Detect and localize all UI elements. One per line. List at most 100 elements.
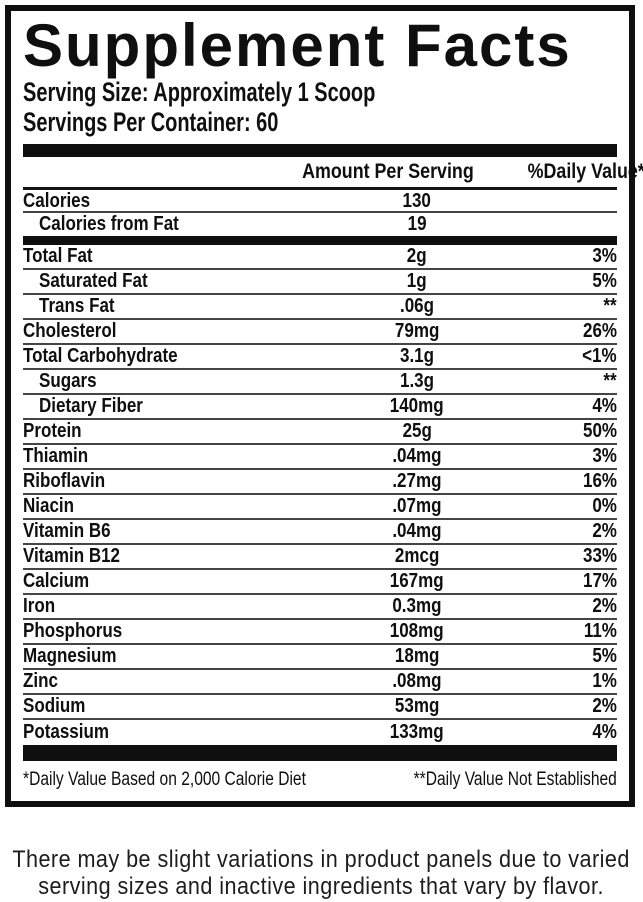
footnote-not-established: **Daily Value Not Established xyxy=(413,769,617,791)
table-header-row: Amount Per Serving %Daily Value* xyxy=(23,157,643,191)
nutrient-amount-cell: .04mg xyxy=(327,520,507,543)
nutrient-dv-cell: 4% xyxy=(507,721,617,744)
nutrient-daily-value: <1% xyxy=(582,345,617,368)
nutrient-name: Total Fat xyxy=(23,245,93,268)
nutrient-name-cell: Trans Fat xyxy=(23,295,327,318)
nutrient-amount-cell: .07mg xyxy=(327,495,507,518)
nutrient-dv-cell: 3% xyxy=(507,445,617,468)
nutrient-amount: .27mg xyxy=(392,470,442,493)
nutrient-rows-section: Total Fat 2g 3% Saturated Fat 1g 5% Tran… xyxy=(23,245,617,745)
nutrient-amount-cell: 0.3mg xyxy=(327,595,507,618)
nutrient-dv-cell: 16% xyxy=(507,470,617,493)
nutrient-amount-cell: 130 xyxy=(327,190,507,213)
calorie-rows-section: Calories 130 Calories from Fat 19 xyxy=(23,190,617,236)
nutrient-dv-cell: 0% xyxy=(507,495,617,518)
header-dv-cell: %Daily Value* xyxy=(507,160,643,184)
table-row: Niacin .07mg 0% xyxy=(23,495,617,521)
nutrient-dv-cell xyxy=(507,190,617,213)
nutrient-name: Riboflavin xyxy=(23,470,106,493)
nutrient-amount: 18mg xyxy=(394,645,440,668)
serving-size-line: Serving Size: Approximately 1 Scoop xyxy=(23,77,617,107)
nutrient-dv-cell: 3% xyxy=(507,245,617,268)
nutrient-amount: 140mg xyxy=(390,395,444,418)
nutrient-name: Calories from Fat xyxy=(39,213,179,236)
column-header-amount: Amount Per Serving xyxy=(302,160,474,184)
table-row: Vitamin B12 2mcg 33% xyxy=(23,545,617,571)
nutrient-name-cell: Dietary Fiber xyxy=(23,395,327,418)
nutrient-name: Protein xyxy=(23,420,82,443)
nutrient-daily-value: 3% xyxy=(592,245,617,268)
nutrient-dv-cell: 2% xyxy=(507,520,617,543)
nutrient-amount: 133mg xyxy=(390,721,444,744)
disclaimer-text-inner: There may be slight variations in produc… xyxy=(12,846,631,900)
nutrient-amount: 79mg xyxy=(394,320,440,343)
nutrient-daily-value: 26% xyxy=(582,320,617,343)
serving-size-text: Serving Size: Approximately 1 Scoop xyxy=(23,77,376,108)
nutrient-amount: 25g xyxy=(402,420,432,443)
nutrient-name: Magnesium xyxy=(23,645,117,668)
nutrient-daily-value: 4% xyxy=(592,395,617,418)
nutrient-daily-value: 50% xyxy=(582,420,617,443)
nutrient-amount-cell: 25g xyxy=(327,420,507,443)
nutrient-amount: .07mg xyxy=(392,495,442,518)
nutrient-daily-value: 4% xyxy=(592,721,617,744)
nutrient-name-cell: Potassium xyxy=(23,721,327,744)
nutrient-name: Thiamin xyxy=(23,445,89,468)
nutrient-dv-cell: 11% xyxy=(507,620,617,643)
nutrient-name-cell: Iron xyxy=(23,595,327,618)
nutrient-amount-cell: 167mg xyxy=(327,570,507,593)
table-row: Calories 130 xyxy=(23,190,617,214)
table-row: Trans Fat .06g ** xyxy=(23,295,617,321)
nutrient-amount: .04mg xyxy=(392,445,442,468)
nutrient-name-cell: Sugars xyxy=(23,370,327,393)
table-row: Total Fat 2g 3% xyxy=(23,245,617,271)
nutrient-daily-value: 2% xyxy=(592,520,617,543)
nutrient-amount-cell: 53mg xyxy=(327,695,507,718)
nutrient-name-cell: Total Carbohydrate xyxy=(23,345,327,368)
nutrient-name-cell: Calories from Fat xyxy=(23,213,327,236)
nutrient-name-cell: Phosphorus xyxy=(23,620,327,643)
nutrient-name: Calories xyxy=(23,190,91,213)
nutrient-dv-cell: <1% xyxy=(507,345,617,368)
table-row: Magnesium 18mg 5% xyxy=(23,645,617,671)
nutrient-dv-cell: 33% xyxy=(507,545,617,568)
nutrient-name-cell: Vitamin B12 xyxy=(23,545,327,568)
table-row: Protein 25g 50% xyxy=(23,420,617,446)
table-row: Saturated Fat 1g 5% xyxy=(23,270,617,296)
nutrient-amount-cell: 3.1g xyxy=(327,345,507,368)
nutrient-amount-cell: .27mg xyxy=(327,470,507,493)
nutrient-dv-cell: 2% xyxy=(507,595,617,618)
nutrient-dv-cell xyxy=(507,213,617,236)
nutrient-daily-value: 3% xyxy=(592,445,617,468)
nutrient-amount-cell: 18mg xyxy=(327,645,507,668)
nutrient-name-cell: Calories xyxy=(23,190,327,213)
nutrient-dv-cell: 4% xyxy=(507,395,617,418)
nutrient-amount-cell: 79mg xyxy=(327,320,507,343)
table-row: Cholesterol 79mg 26% xyxy=(23,320,617,346)
nutrient-name-cell: Sodium xyxy=(23,695,327,718)
nutrient-amount: 3.1g xyxy=(399,345,435,368)
thick-divider-bar-top xyxy=(23,144,617,158)
nutrient-daily-value: 1% xyxy=(592,670,617,693)
nutrient-dv-cell: ** xyxy=(507,370,617,393)
nutrient-name: Total Carbohydrate xyxy=(23,345,178,368)
nutrient-amount: .04mg xyxy=(392,520,442,543)
nutrient-name: Cholesterol xyxy=(23,320,117,343)
nutrient-name-cell: Calcium xyxy=(23,570,327,593)
nutrient-amount-cell: 1g xyxy=(327,270,507,293)
nutrient-daily-value: ** xyxy=(603,295,617,318)
nutrient-amount: 2mcg xyxy=(394,545,440,568)
nutrient-daily-value: 33% xyxy=(582,545,617,568)
nutrient-amount: 0.3mg xyxy=(392,595,442,618)
nutrient-amount: .08mg xyxy=(392,670,442,693)
table-row: Potassium 133mg 4% xyxy=(23,720,617,745)
nutrient-name-cell: Cholesterol xyxy=(23,320,327,343)
nutrient-name: Potassium xyxy=(23,721,109,744)
thick-divider-bar-middle xyxy=(23,236,617,246)
nutrient-dv-cell: 17% xyxy=(507,570,617,593)
nutrient-dv-cell: 2% xyxy=(507,695,617,718)
servings-per-container-text: Servings Per Container: 60 xyxy=(23,107,279,138)
footnotes-row: *Daily Value Based on 2,000 Calorie Diet… xyxy=(23,761,617,801)
nutrient-daily-value: 2% xyxy=(592,695,617,718)
nutrient-dv-cell: 50% xyxy=(507,420,617,443)
